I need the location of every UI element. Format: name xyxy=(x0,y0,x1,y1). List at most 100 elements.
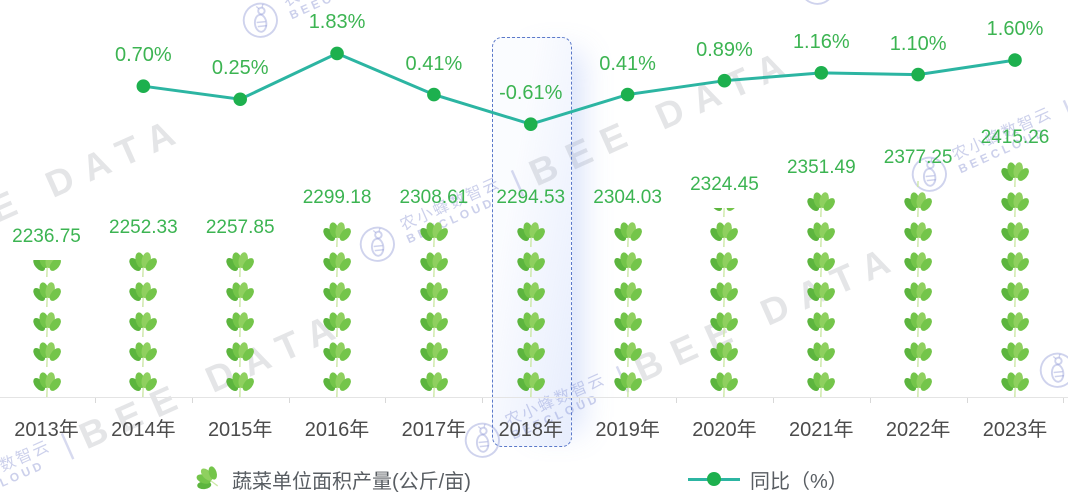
x-axis-line xyxy=(0,397,1068,398)
legend-item-line-series[interactable]: 同比（%） xyxy=(688,462,848,496)
pictorial-bar-2022[interactable] xyxy=(903,161,933,397)
x-axis-label-2013: 2013年 xyxy=(14,419,79,441)
leaf-icon xyxy=(710,312,739,337)
x-axis-label-2022: 2022年 xyxy=(885,419,951,441)
leaf-icon xyxy=(710,282,739,307)
leaf-icon xyxy=(32,312,61,337)
x-axis-label-2014: 2014年 xyxy=(111,419,176,441)
x-axis-label-2015: 2015年 xyxy=(207,419,273,441)
leaf-icon xyxy=(517,372,545,397)
axis-tick xyxy=(385,398,387,403)
line-point-2023[interactable] xyxy=(1008,53,1022,67)
leaf-icon xyxy=(904,222,933,247)
leaf-icon xyxy=(1001,312,1029,337)
legend-line-label: 同比（%） xyxy=(750,470,848,493)
bar-value-label: 2299.18 xyxy=(302,187,372,208)
leaf-icon xyxy=(613,282,642,307)
line-point-2022[interactable] xyxy=(911,67,925,82)
leaf-icon xyxy=(1001,342,1029,367)
pictorial-bar-2018[interactable] xyxy=(516,221,546,397)
line-point-2017[interactable] xyxy=(427,87,441,102)
leaf-icon xyxy=(420,282,448,307)
leaf-icon xyxy=(323,342,351,367)
line-point-2021[interactable] xyxy=(814,66,829,80)
line-value-label: -0.61% xyxy=(499,82,563,105)
bar-value-label: 2377.25 xyxy=(883,146,953,168)
bar-value-label: 2294.53 xyxy=(496,187,566,208)
leaf-icon xyxy=(517,342,545,367)
line-value-label: 1.60% xyxy=(986,18,1044,41)
leaf-icon xyxy=(420,312,448,337)
axis-tick xyxy=(966,398,968,403)
leaf-icon xyxy=(323,312,351,337)
leaf-icon xyxy=(710,372,739,397)
leaf-icon xyxy=(904,282,933,307)
leaf-icon xyxy=(904,192,933,217)
leaf-icon xyxy=(32,342,61,367)
leaf-icon xyxy=(517,312,545,337)
line-value-label: 1.16% xyxy=(792,30,850,53)
line-value-label: 0.25% xyxy=(211,57,269,80)
x-axis-label-2018: 2018年 xyxy=(498,419,564,441)
leaf-icon xyxy=(129,342,158,367)
line-value-label: 0.41% xyxy=(599,52,656,75)
leaf-icon xyxy=(323,372,351,397)
leaf-icon xyxy=(807,312,836,337)
leaf-icon xyxy=(32,282,61,307)
line-point-2018[interactable] xyxy=(523,117,538,131)
bar-value-label: 2351.49 xyxy=(786,157,856,178)
leaf-icon xyxy=(807,282,836,307)
axis-tick xyxy=(191,398,193,403)
leaf-icon xyxy=(517,222,545,247)
leaf-icon xyxy=(1001,252,1029,277)
line-point-2020[interactable] xyxy=(717,73,732,88)
pictorial-bar-2019[interactable] xyxy=(613,221,643,397)
pictorial-bar-2023[interactable] xyxy=(1000,161,1030,397)
line-point-2019[interactable] xyxy=(620,87,635,102)
legend-item-bar-series[interactable]: 蔬菜单位面积产量(公斤/亩) xyxy=(194,462,471,496)
leaf-icon xyxy=(807,222,836,247)
pictorial-bar-2021[interactable] xyxy=(806,191,836,397)
pictorial-bar-2020[interactable] xyxy=(709,191,739,397)
pictorial-bar-2013[interactable] xyxy=(32,251,62,397)
leaf-icon xyxy=(710,342,739,367)
pictorial-bar-2015[interactable] xyxy=(225,251,255,397)
leaf-icon xyxy=(613,222,642,247)
axis-tick xyxy=(579,398,581,403)
leaf-icon xyxy=(807,192,836,217)
leaf-icon xyxy=(323,252,351,277)
bar-value-label: 2308.61 xyxy=(399,187,469,208)
leaf-icon xyxy=(32,372,61,397)
axis-tick xyxy=(772,398,774,403)
line-point-2014[interactable] xyxy=(136,79,151,93)
leaf-icon xyxy=(420,222,448,247)
leaf-icon xyxy=(613,252,642,277)
x-axis-label-2020: 2020年 xyxy=(692,419,757,441)
leaf-icon xyxy=(1001,372,1029,397)
axis-tick xyxy=(869,398,871,403)
leaf-icon xyxy=(323,222,351,247)
leaf-icon xyxy=(129,312,158,337)
leaf-icon xyxy=(710,222,739,247)
legend: 蔬菜单位面积产量(公斤/亩) 同比（%） xyxy=(0,462,1068,496)
leaf-icon xyxy=(129,282,158,307)
leaf-icon xyxy=(420,252,448,277)
axis-tick xyxy=(1063,398,1065,403)
axis-tick xyxy=(676,398,678,403)
leaf-icon xyxy=(904,252,933,277)
pictorial-bar-2014[interactable] xyxy=(128,251,158,397)
leaf-icon xyxy=(613,372,642,397)
bar-value-label: 2252.33 xyxy=(109,217,178,238)
leaf-icon xyxy=(517,282,545,307)
leaf-icon xyxy=(1001,282,1029,307)
bar-value-label: 2324.45 xyxy=(690,174,759,196)
pictorial-bar-2017[interactable] xyxy=(419,221,449,397)
line-legend-icon xyxy=(688,472,740,486)
pictorial-bar-2016[interactable] xyxy=(322,221,352,397)
leaf-icon xyxy=(613,312,642,337)
axis-tick xyxy=(482,398,484,403)
line-point-2015[interactable] xyxy=(233,92,247,107)
line-point-2016[interactable] xyxy=(330,46,344,61)
